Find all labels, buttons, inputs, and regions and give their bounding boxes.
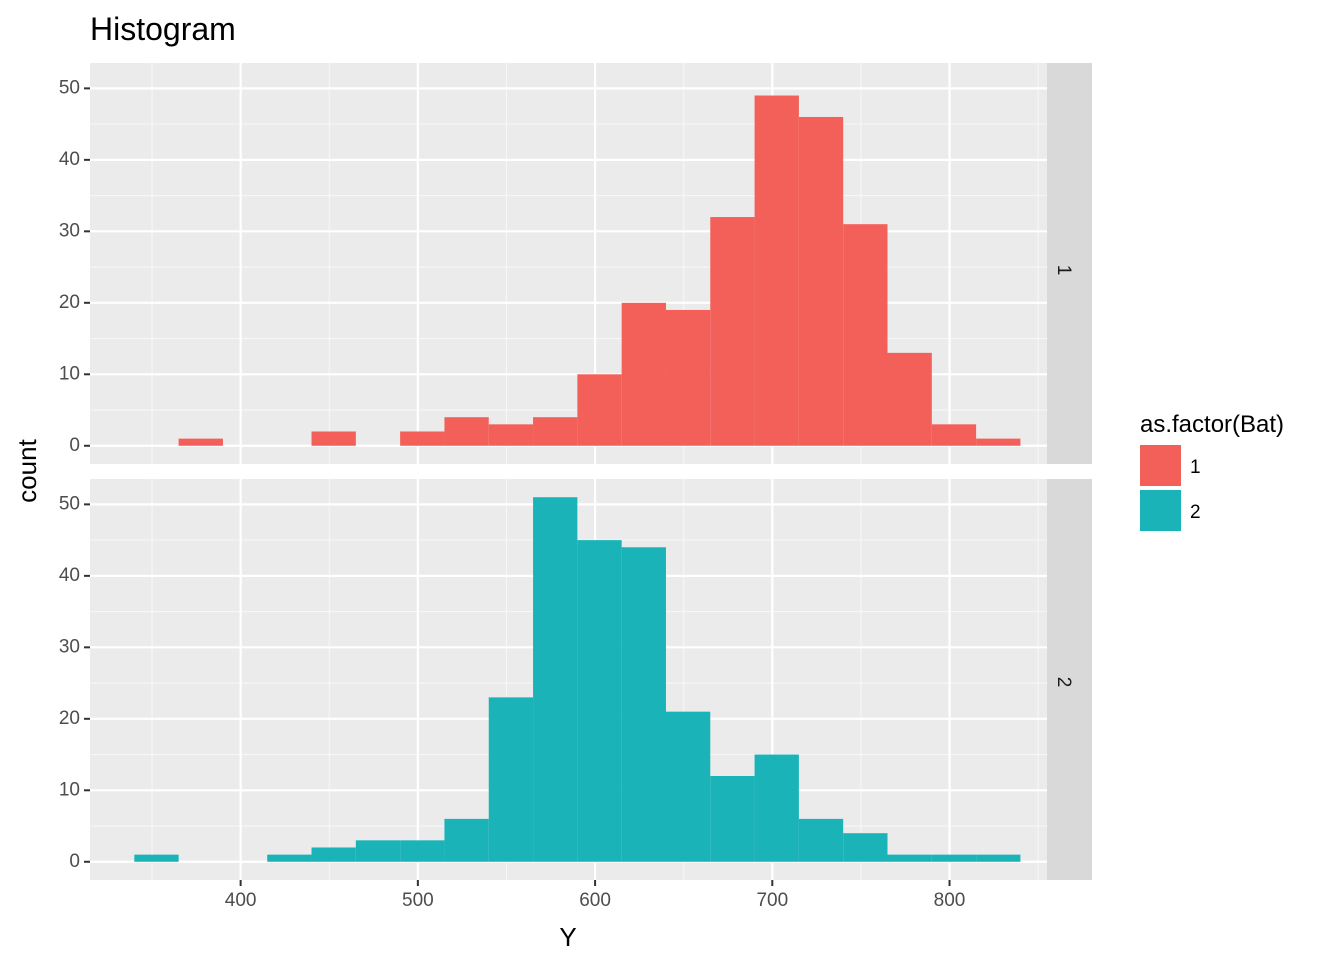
histogram-bar	[533, 417, 578, 446]
histogram-bar	[710, 775, 755, 862]
histogram-bar	[887, 854, 932, 862]
histogram-bar	[311, 431, 356, 446]
histogram-bar	[887, 352, 932, 446]
histogram-bar	[134, 854, 179, 862]
histogram-bar	[754, 95, 799, 446]
histogram-bar	[178, 438, 223, 446]
y-tick-label: 0	[69, 435, 80, 456]
histogram-bar	[665, 711, 711, 862]
histogram-bar	[621, 302, 666, 446]
y-axis-title: count	[12, 438, 42, 502]
histogram-bar	[798, 116, 844, 446]
x-tick-label: 400	[225, 890, 257, 911]
histogram-bars	[134, 497, 1021, 862]
histogram-bar	[931, 424, 977, 446]
histogram-bar	[710, 217, 755, 446]
histogram-bar	[400, 840, 445, 862]
histogram-bar	[267, 854, 312, 862]
legend-label-1: 1	[1190, 457, 1201, 478]
facet-strip-label: 2	[1053, 677, 1074, 688]
facet-panel-1: 1 0 10 20 30 40 50	[59, 63, 1092, 464]
histogram-bar	[400, 431, 445, 446]
y-axis: 0 10 20 30 40 50	[59, 77, 90, 456]
histogram-bar	[798, 818, 844, 862]
histogram-bar	[444, 417, 489, 446]
histogram-bar	[754, 754, 799, 862]
legend-title: as.factor(Bat)	[1140, 411, 1284, 438]
histogram-bar	[621, 547, 666, 862]
y-tick-label: 20	[59, 708, 80, 729]
histogram-bar	[444, 818, 489, 862]
histogram-bar	[488, 697, 534, 862]
x-tick-label: 800	[934, 890, 966, 911]
x-tick-label: 600	[579, 890, 611, 911]
facet-strip-label: 1	[1053, 265, 1074, 276]
legend-label-2: 2	[1190, 502, 1201, 523]
histogram-bars	[178, 95, 1021, 446]
facet-strip	[1047, 63, 1092, 464]
y-axis: 0 10 20 30 40 50	[59, 493, 90, 872]
facet-strip	[1047, 479, 1092, 880]
y-tick-label: 10	[59, 363, 80, 384]
legend-key-2	[1140, 490, 1181, 531]
histogram-bar	[843, 833, 888, 862]
legend: as.factor(Bat) 1 2	[1140, 411, 1284, 531]
y-tick-label: 40	[59, 149, 80, 170]
y-tick-label: 50	[59, 77, 80, 98]
y-tick-label: 30	[59, 220, 80, 241]
histogram-bar	[577, 540, 622, 862]
histogram-bar	[533, 497, 578, 862]
x-tick-label: 500	[402, 890, 434, 911]
y-tick-label: 0	[69, 851, 80, 872]
histogram-bar	[843, 224, 888, 446]
chart-title: Histogram	[90, 11, 236, 47]
facet-panel-2: 2 0 10 20 30 40 50	[59, 479, 1092, 880]
y-tick-label: 20	[59, 292, 80, 313]
histogram-bar	[311, 847, 356, 862]
histogram-bar	[665, 309, 711, 446]
histogram-bar	[355, 840, 401, 862]
histogram-bar	[931, 854, 977, 862]
x-axis-title: Y	[559, 922, 576, 952]
y-tick-label: 30	[59, 636, 80, 657]
histogram-bar	[976, 438, 1021, 446]
x-axis: 400 500 600 700 800	[225, 880, 966, 911]
x-tick-label: 700	[756, 890, 788, 911]
y-tick-label: 40	[59, 565, 80, 586]
y-tick-label: 10	[59, 779, 80, 800]
legend-key-1	[1140, 445, 1181, 486]
histogram-bar	[976, 854, 1021, 862]
histogram-bar	[488, 424, 534, 446]
histogram-bar	[577, 374, 622, 446]
y-tick-label: 50	[59, 493, 80, 514]
